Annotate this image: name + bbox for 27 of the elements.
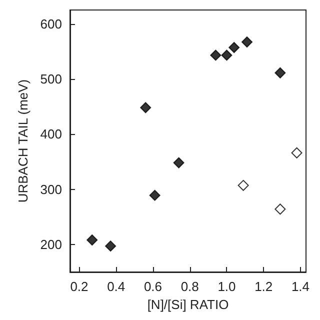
x-tick-label: 0.2 xyxy=(70,279,88,294)
y-tick-label: 400 xyxy=(40,126,62,142)
x-tick-label: 0.4 xyxy=(107,279,126,294)
x-tick-label: 1.0 xyxy=(218,279,236,294)
y-tick-label: 600 xyxy=(40,16,62,32)
x-axis-title: [N]/[Si] RATIO xyxy=(147,297,229,312)
point xyxy=(173,157,184,168)
point xyxy=(149,190,160,201)
point xyxy=(274,204,286,215)
y-tick-label: 300 xyxy=(40,182,62,197)
point xyxy=(86,234,98,246)
x-tick-label: 1.4 xyxy=(291,279,310,294)
x-tick-label: 0.8 xyxy=(180,279,199,294)
point xyxy=(210,50,222,61)
y-axis-title: URBACH TAIL (meV) xyxy=(15,79,30,203)
x-tick-label: 0.6 xyxy=(144,279,162,294)
point xyxy=(140,102,152,114)
point xyxy=(242,36,252,48)
point xyxy=(274,67,286,78)
y-tick-label: 200 xyxy=(40,236,62,252)
point xyxy=(291,147,302,158)
y-tick-label: 500 xyxy=(40,71,62,86)
point xyxy=(228,42,240,54)
x-tick-label: 1.2 xyxy=(254,279,273,294)
point xyxy=(221,50,232,61)
point xyxy=(238,180,249,191)
point xyxy=(105,240,116,252)
